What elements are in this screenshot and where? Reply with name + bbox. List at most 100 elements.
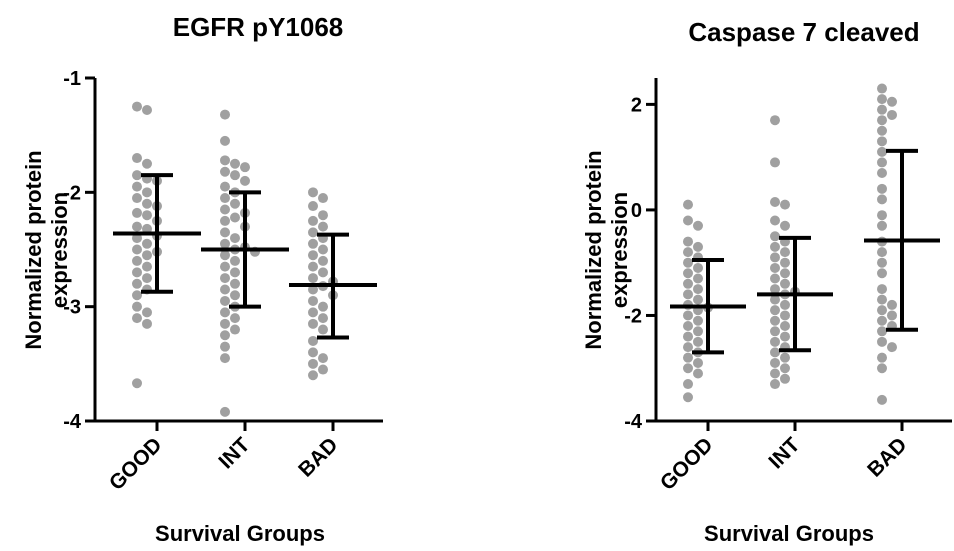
data-point-bad — [887, 342, 897, 353]
data-point-int — [230, 198, 240, 209]
data-point-bad — [877, 336, 887, 347]
data-point-int — [230, 170, 240, 181]
data-point-bad — [308, 273, 318, 284]
data-point-good — [693, 262, 703, 273]
data-point-good — [132, 301, 142, 312]
data-point-good — [683, 289, 693, 300]
data-point-good — [693, 357, 703, 368]
data-point-int — [770, 284, 780, 295]
y-axis-label-line: expression — [47, 192, 72, 308]
data-point-good — [132, 378, 142, 389]
data-point-int — [770, 379, 780, 390]
data-point-int — [230, 278, 240, 289]
data-point-bad — [877, 294, 887, 305]
data-point-int — [770, 357, 780, 368]
data-point-good — [142, 158, 152, 169]
data-point-bad — [887, 96, 897, 107]
data-point-bad — [318, 221, 328, 232]
data-point-bad — [318, 364, 328, 375]
data-point-good — [142, 250, 152, 261]
data-point-bad — [877, 257, 887, 268]
data-point-good — [683, 392, 693, 403]
data-point-int — [220, 166, 230, 177]
data-point-bad — [308, 201, 318, 212]
data-point-good — [683, 352, 693, 363]
data-point-int — [230, 212, 240, 223]
data-point-bad — [877, 268, 887, 279]
data-point-bad — [877, 183, 887, 194]
data-point-good — [132, 153, 142, 164]
data-point-bad — [877, 394, 887, 405]
data-point-bad — [877, 125, 887, 136]
data-point-bad — [887, 299, 897, 310]
y-axis-label: Normalized proteinexpression — [581, 150, 632, 349]
data-point-int — [770, 336, 780, 347]
data-point-bad — [877, 305, 887, 316]
data-point-bad — [877, 363, 887, 374]
data-point-bad — [318, 193, 328, 204]
data-point-bad — [308, 295, 318, 306]
data-point-bad — [877, 194, 887, 205]
data-point-int — [770, 252, 780, 263]
x-tick-label-good: GOOD — [105, 433, 167, 495]
data-point-good — [132, 101, 142, 112]
data-point-int — [770, 305, 780, 316]
data-point-good — [142, 318, 152, 329]
data-point-good — [693, 368, 703, 379]
data-point-bad — [308, 358, 318, 369]
data-point-good — [132, 181, 142, 192]
data-point-int — [770, 368, 780, 379]
data-point-bad — [318, 244, 328, 255]
data-point-good — [693, 315, 703, 326]
data-point-bad — [308, 307, 318, 318]
data-point-good — [683, 268, 693, 279]
data-point-int — [770, 315, 780, 326]
x-axis-label: Survival Groups — [155, 521, 325, 546]
y-tick-label: 2 — [631, 94, 642, 116]
data-point-good — [683, 363, 693, 374]
data-point-good — [693, 241, 703, 252]
data-point-bad — [308, 187, 318, 198]
data-point-int — [220, 204, 230, 215]
data-point-good — [132, 267, 142, 278]
data-point-good — [693, 326, 703, 337]
data-point-int — [220, 109, 230, 120]
data-point-good — [142, 105, 152, 116]
data-point-int — [220, 341, 230, 352]
data-point-bad — [308, 238, 318, 249]
data-point-bad — [318, 210, 328, 221]
data-point-int — [780, 278, 790, 289]
data-point-bad — [308, 335, 318, 346]
data-point-good — [683, 331, 693, 342]
data-point-good — [132, 255, 142, 266]
data-point-int — [230, 290, 240, 301]
data-point-int — [220, 353, 230, 364]
data-point-int — [220, 250, 230, 261]
data-point-good — [693, 220, 703, 231]
data-point-good — [683, 342, 693, 353]
data-point-good — [132, 193, 142, 204]
data-point-good — [132, 313, 142, 324]
data-point-int — [230, 267, 240, 278]
data-point-int — [780, 220, 790, 231]
data-point-int — [220, 238, 230, 249]
data-point-int — [770, 326, 780, 337]
y-axis-label-line: expression — [607, 192, 632, 308]
data-point-bad — [308, 261, 318, 272]
data-point-good — [132, 221, 142, 232]
data-point-int — [780, 331, 790, 342]
data-point-int — [770, 115, 780, 126]
data-point-bad — [877, 146, 887, 157]
data-point-bad — [308, 250, 318, 261]
chart-title: Caspase 7 cleaved — [688, 17, 919, 47]
y-axis-label-line: Normalized protein — [581, 150, 606, 349]
data-point-int — [230, 158, 240, 169]
data-point-int — [230, 255, 240, 266]
data-point-good — [142, 261, 152, 272]
data-point-bad — [877, 326, 887, 337]
data-point-int — [780, 363, 790, 374]
data-point-int — [220, 193, 230, 204]
y-tick-label: -4 — [624, 411, 643, 433]
data-point-int — [230, 313, 240, 324]
x-tick-label-int: INT — [214, 433, 254, 473]
